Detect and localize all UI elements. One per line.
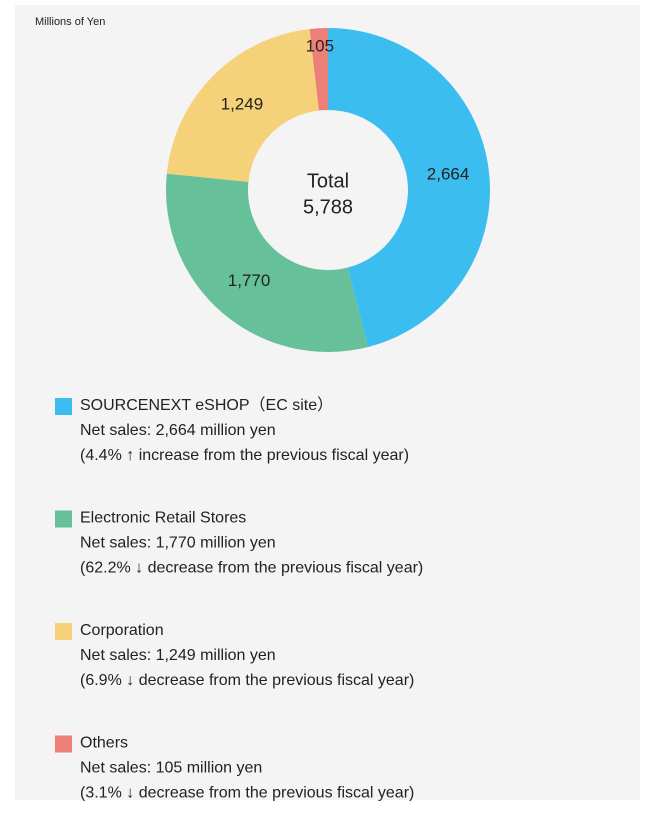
value-label: 2,664	[427, 164, 470, 183]
total-label: 5,788	[303, 196, 353, 218]
donut-segment	[166, 173, 369, 353]
panel	[15, 5, 640, 800]
value-label: 105	[306, 37, 334, 56]
legend-change: (3.1% ↓ decrease from the previous fisca…	[80, 785, 414, 802]
legend-change: (6.9% ↓ decrease from the previous fisca…	[80, 672, 414, 689]
donut-segment	[309, 28, 328, 111]
donut-segment	[166, 29, 319, 182]
legend-label: Others	[80, 735, 128, 752]
legend-change: (4.4% ↑ increase from the previous fisca…	[80, 447, 409, 464]
value-label: 1,249	[221, 94, 264, 113]
value-label: 1,770	[228, 271, 271, 290]
unit-label: Millions of Yen	[35, 16, 105, 28]
legend-sales: Net sales: 105 million yen	[80, 760, 262, 777]
legend-change: (62.2% ↓ decrease from the previous fisc…	[80, 560, 423, 577]
legend-sales: Net sales: 2,664 million yen	[80, 422, 276, 439]
legend-label: Electronic Retail Stores	[80, 510, 246, 527]
legend-swatch	[55, 510, 72, 528]
center-label: Total	[307, 170, 349, 192]
legend-sales: Net sales: 1,249 million yen	[80, 647, 276, 664]
legend-label: SOURCENEXT eSHOP（EC site）	[80, 396, 333, 414]
legend-swatch	[55, 735, 72, 753]
legend-swatch	[55, 398, 72, 415]
legend-sales: Net sales: 1,770 million yen	[80, 535, 276, 552]
legend-label: Corporation	[80, 622, 164, 639]
donut-segment	[328, 27, 491, 347]
legend-swatch	[55, 623, 72, 640]
